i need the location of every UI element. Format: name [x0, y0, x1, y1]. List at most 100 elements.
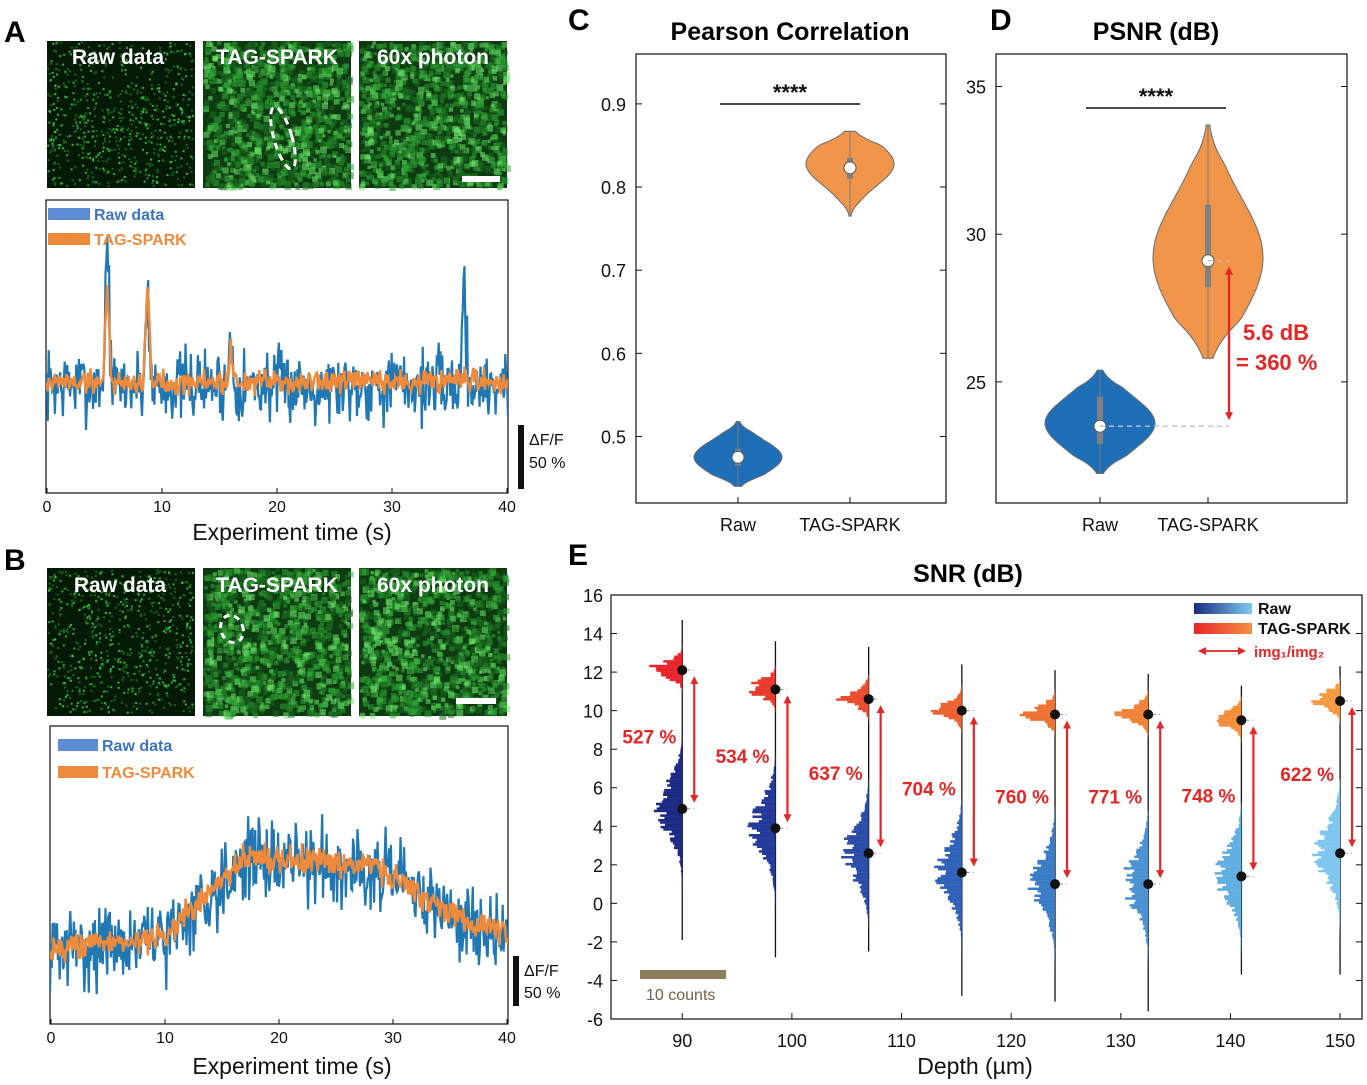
- image-pixel: [155, 572, 158, 575]
- image-pixel: [91, 59, 94, 62]
- image-pixel: [95, 643, 98, 646]
- image-pixel: [410, 74, 415, 79]
- image-pixel: [146, 177, 149, 180]
- image-pixel: [242, 643, 249, 651]
- image-pixel: [292, 77, 299, 84]
- image-pixel: [105, 636, 108, 639]
- image-pixel: [106, 660, 109, 663]
- image-pixel: [212, 78, 219, 84]
- image-pixel: [342, 79, 346, 84]
- image-pixel: [322, 684, 327, 688]
- image-pixel: [73, 118, 76, 121]
- image-pixel: [272, 571, 276, 575]
- image-pixel: [140, 95, 143, 98]
- image-pixel: [492, 166, 496, 170]
- image-pixel: [431, 121, 438, 129]
- image-pixel: [221, 690, 229, 698]
- image-pixel: [289, 671, 293, 675]
- image-pixel: [459, 116, 467, 124]
- image-pixel: [345, 91, 349, 95]
- image-pixel: [259, 102, 265, 108]
- image-pixel: [125, 584, 128, 587]
- image-pixel: [216, 655, 222, 661]
- image-pixel: [137, 593, 140, 596]
- image-pixel: [304, 101, 312, 109]
- image-pixel: [464, 135, 471, 141]
- image-pixel: [56, 675, 59, 678]
- image-pixel: [294, 129, 301, 136]
- image-pixel: [278, 59, 286, 66]
- image-pixel: [268, 681, 273, 686]
- image-pixel: [327, 48, 334, 55]
- image-pixel: [314, 56, 320, 62]
- image-pixel: [443, 88, 450, 95]
- image-pixel: [57, 69, 60, 72]
- image-pixel: [323, 65, 330, 71]
- image-pixel: [79, 144, 82, 147]
- image-pixel: [75, 708, 78, 711]
- image-pixel: [110, 686, 113, 689]
- image-pixel: [470, 85, 477, 92]
- image-pixel: [347, 571, 354, 578]
- x-axis-ticks-a: 0 10 20 30 40: [43, 488, 516, 516]
- image-pixel: [323, 116, 329, 121]
- image-pixel: [208, 606, 213, 611]
- image-pixel: [480, 68, 485, 73]
- image-pixel: [235, 136, 242, 144]
- image-pixel: [110, 111, 113, 114]
- image-pixel: [108, 147, 111, 150]
- image-pixel: [257, 623, 263, 628]
- image-pixel: [254, 703, 261, 709]
- image-pixel: [239, 695, 246, 703]
- image-pixel: [135, 707, 138, 710]
- image-pixel: [86, 83, 89, 86]
- image-pixel: [260, 681, 265, 686]
- image-pixel: [138, 570, 141, 573]
- image-pixel: [218, 570, 224, 576]
- image-pixel: [398, 58, 403, 63]
- image-pixel: [210, 87, 217, 94]
- image-pixel: [431, 99, 438, 107]
- image-pixel: [78, 692, 81, 695]
- image-pixel: [240, 87, 246, 93]
- image-pixel: [165, 587, 168, 590]
- image-pixel: [52, 145, 55, 148]
- image-pixel: [150, 58, 153, 61]
- image-pixel: [425, 616, 430, 622]
- image-pixel: [457, 85, 462, 90]
- image-pixel: [164, 58, 167, 61]
- image-pixel: [219, 60, 226, 67]
- image-pixel: [90, 650, 93, 653]
- image-pixel: [119, 649, 122, 652]
- image-pixel: [216, 78, 222, 84]
- image-pixel: [417, 109, 423, 115]
- image-pixel: [280, 43, 287, 49]
- image-pixel: [238, 666, 243, 671]
- image-pixel: [236, 64, 242, 69]
- image-pixel: [264, 120, 269, 125]
- image-pixel: [379, 82, 384, 88]
- image-pixel: [320, 60, 325, 65]
- image-pixel: [341, 643, 349, 651]
- image-pixel: [149, 78, 152, 81]
- image-pixel: [150, 84, 153, 87]
- image-pixel: [106, 93, 109, 96]
- image-pixel: [444, 126, 450, 132]
- image-pixel: [262, 704, 267, 709]
- image-pixel: [370, 178, 374, 182]
- image-pixel: [404, 95, 410, 100]
- image-pixel: [183, 137, 186, 140]
- image-pixel: [166, 53, 169, 56]
- image-pixel: [477, 81, 484, 88]
- image-pixel: [55, 42, 58, 45]
- image-pixel: [75, 130, 78, 133]
- image-pixel: [69, 593, 72, 596]
- image-pixel: [80, 599, 83, 602]
- image-pixel: [304, 613, 312, 620]
- image-pixel: [99, 572, 102, 575]
- image-pixel: [224, 184, 230, 190]
- image-pixel: [323, 588, 329, 593]
- image-pixel: [344, 81, 351, 88]
- image-pixel: [134, 167, 137, 170]
- image-pixel: [181, 581, 184, 584]
